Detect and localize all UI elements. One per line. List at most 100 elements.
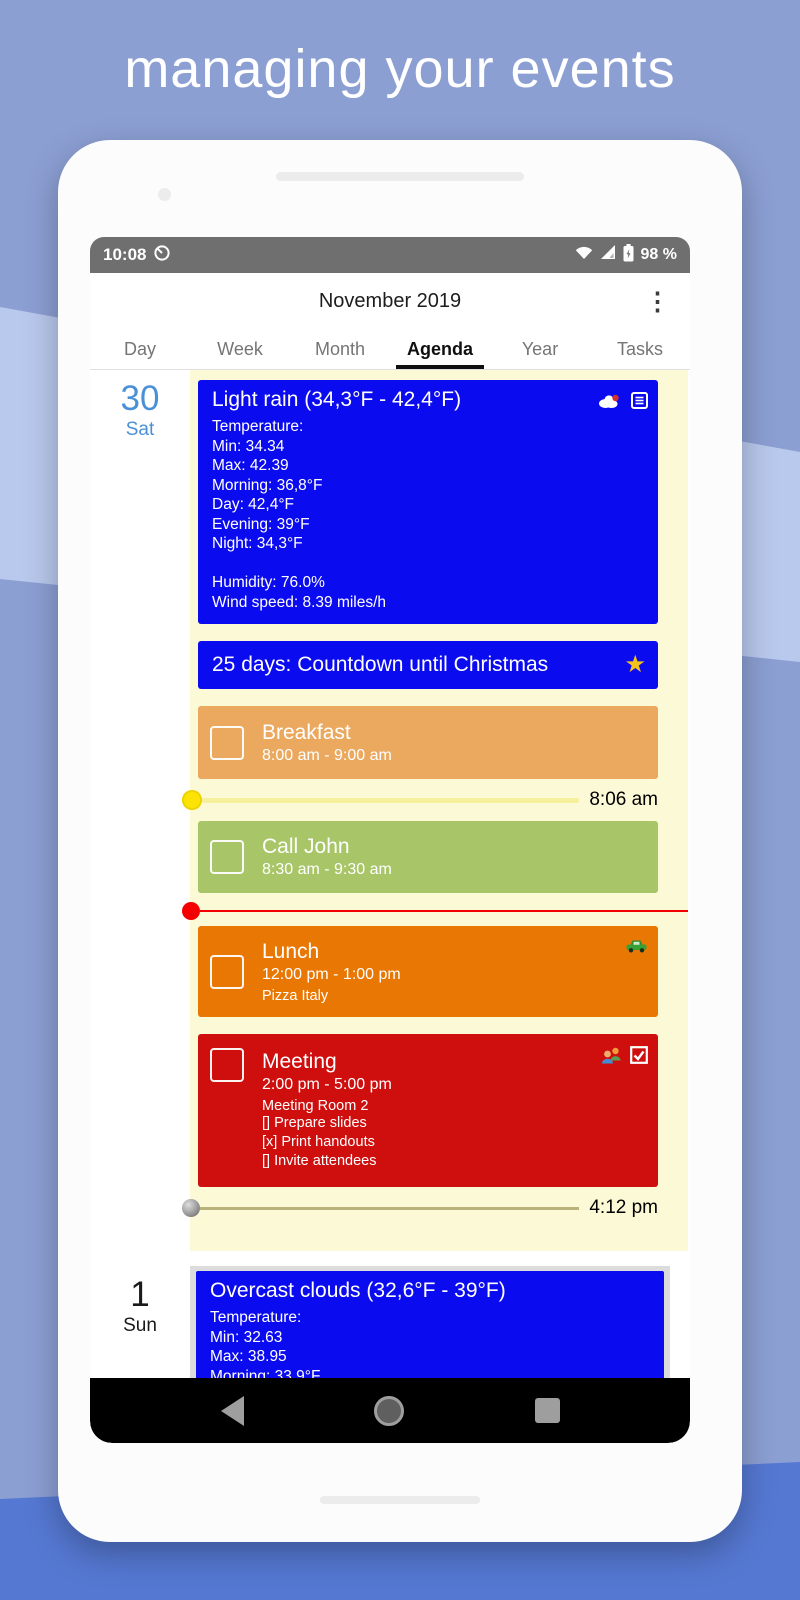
sunrise-time-label: 8:06 am [589,789,658,810]
current-time-marker-row [182,901,688,921]
back-button[interactable] [220,1395,244,1426]
day-name: Sat [125,419,155,440]
event-note: [] Prepare slides [262,1115,367,1131]
event-location: Meeting Room 2 [262,1098,369,1114]
event-checkbox[interactable] [210,954,244,989]
sunset-line [200,1206,580,1210]
page-title: November 2019 [318,290,462,312]
weather-line: Day: 42,4°F [212,496,295,513]
data-saver-icon [153,244,171,267]
clock-text: 10:08 [103,245,147,264]
notes-icon [631,392,648,414]
weather-card-icons [598,392,648,414]
status-bar-right: 98 % [575,243,677,267]
favorite-star-icon: ★ [624,651,646,678]
event-note: [x] Print handouts [262,1134,375,1150]
tab-day[interactable]: Day [123,339,156,359]
weather-line: Evening: 39°F [212,515,310,533]
sunset-marker-row: 4:12 pm [182,1195,658,1221]
day-header-30[interactable]: 30 Sat [90,370,190,1251]
event-title: Meeting [262,1050,337,1073]
event-checkbox[interactable] [210,725,244,760]
overflow-menu-icon[interactable]: ⋮ [645,287,670,315]
day-section-30: 30 Sat Light rain (34,3°F - 42,4°F) Temp… [90,370,690,1251]
tabs-divider [90,369,690,370]
event-body: Meeting 2:00 pm - 5:00 pm Meeting Room 2… [262,1034,392,1187]
weather-event-card[interactable]: Light rain (34,3°F - 42,4°F) Temperature… [198,380,658,624]
event-title: Call John [262,835,350,858]
event-title: Lunch [262,939,320,963]
event-time: 2:00 pm - 5:00 pm [262,1076,392,1093]
event-time: 8:30 am - 9:30 am [262,861,392,878]
event-card-meeting[interactable]: Meeting 2:00 pm - 5:00 pm Meeting Room 2… [198,1034,658,1187]
event-card-breakfast[interactable]: Breakfast 8:00 am - 9:00 am [198,706,658,779]
battery-charging-icon [623,243,634,267]
event-body: Breakfast 8:00 am - 9:00 am [262,706,392,779]
weather-line: Temperature: [210,1309,302,1326]
weather-line: Min: 34.34 [212,437,285,455]
day-number: 1 [130,1275,150,1314]
weather-title: Overcast clouds (32,6°F - 39°F) [210,1279,506,1302]
phone-camera [158,188,171,201]
cell-signal-icon [600,245,616,265]
event-card-lunch[interactable]: Lunch 12:00 pm - 1:00 pm Pizza Italy [198,926,658,1017]
countdown-text: 25 days: Countdown until Christmas [212,653,549,676]
tasks-check-icon [630,1046,648,1069]
today-events-panel: Light rain (34,3°F - 42,4°F) Temperature… [182,370,688,1251]
tab-week[interactable]: Week [217,339,263,359]
car-icon [625,938,648,958]
event-checkbox[interactable] [210,840,244,874]
event-icons [625,938,648,958]
event-body: Call John 8:30 am - 9:30 am [262,821,392,893]
phone-frame: 10:08 98 % November 2019 ⋮ [58,140,742,1542]
day-number: 30 [120,379,160,418]
sunset-time-label: 4:12 pm [589,1197,658,1218]
weather-line-spacer [212,554,644,574]
weather-line: Max: 38.95 [210,1348,287,1365]
app-bar: November 2019 ⋮ [90,273,690,330]
phone-speaker [276,172,524,181]
event-title: Breakfast [262,720,351,744]
recents-button[interactable] [534,1398,560,1423]
tab-month[interactable]: Month [314,339,366,359]
view-tabs: Day Week Month Agenda Year Tasks [90,330,690,369]
status-bar-left: 10:08 [103,244,171,267]
event-location: Pizza Italy [262,987,329,1004]
event-checkbox[interactable] [210,1048,244,1082]
sunrise-marker-row: 8:06 am [182,785,658,815]
wifi-icon [575,245,593,265]
weather-title: Light rain (34,3°F - 42,4°F) [212,388,462,411]
tab-year[interactable]: Year [521,339,559,359]
event-icons [600,1046,648,1069]
phone-chin-slot [320,1496,480,1504]
countdown-event-card[interactable]: 25 days: Countdown until Christmas ★ [198,641,658,689]
phone-screen: 10:08 98 % November 2019 ⋮ [90,237,690,1443]
sunrise-line [202,797,580,803]
event-time: 12:00 pm - 1:00 pm [262,965,401,983]
current-time-line [200,909,688,913]
event-card-call-john[interactable]: Call John 8:30 am - 9:30 am [198,821,658,893]
tab-agenda[interactable]: Agenda [390,330,490,369]
weather-sync-icon [598,393,622,414]
home-button[interactable] [374,1395,404,1426]
day-header-1[interactable]: 1 Sun [90,1266,190,1418]
battery-percent: 98 % [640,246,677,263]
weather-line: Min: 32.63 [210,1328,283,1346]
current-time-dot [182,902,200,920]
weather-line: Temperature: [212,418,304,435]
hero-title: managing your events [124,39,676,99]
weather-line: Night: 34,3°F [212,535,303,552]
android-nav-bar [90,1378,690,1443]
status-bar: 10:08 98 % [90,237,690,273]
tab-tasks[interactable]: Tasks [616,339,663,359]
weather-line: Max: 42.39 [212,457,289,474]
sunrise-sun-icon [182,790,202,810]
weather-line: Morning: 36,8°F [212,476,323,494]
event-note: [] Invite attendees [262,1153,377,1169]
day-name: Sun [123,1315,157,1336]
event-body: Lunch 12:00 pm - 1:00 pm Pizza Italy [262,926,401,1017]
event-time: 8:00 am - 9:00 am [262,746,392,764]
attendees-icon [600,1046,623,1069]
sunset-moon-icon [182,1199,200,1217]
weather-line: Humidity: 76.0% [212,574,325,591]
